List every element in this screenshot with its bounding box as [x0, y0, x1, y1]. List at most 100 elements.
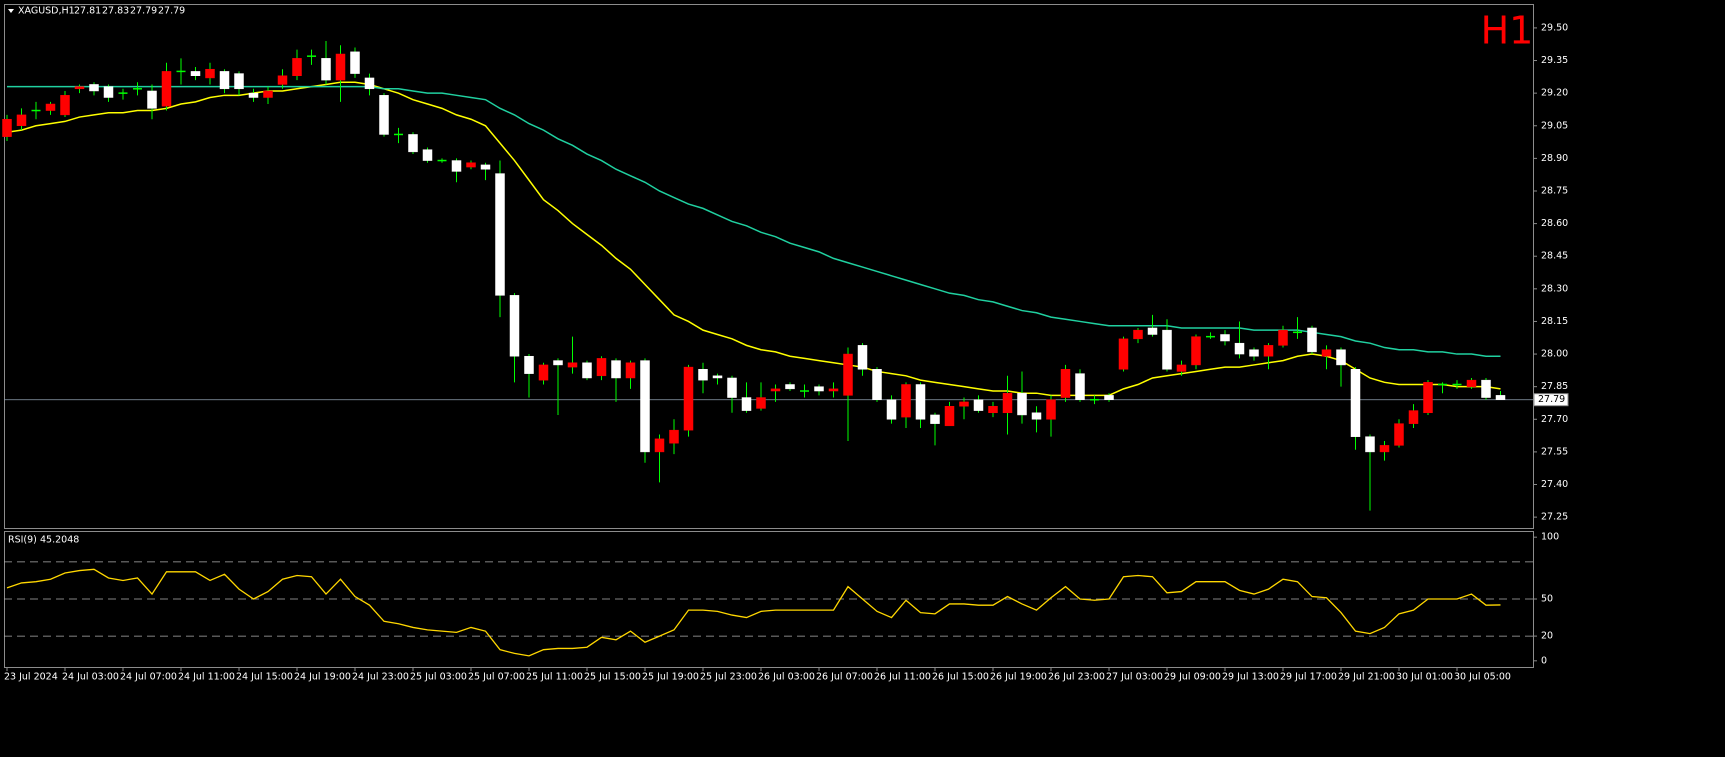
- candle-body: [727, 377, 737, 398]
- candle-body: [234, 73, 244, 90]
- main-panel: [4, 4, 1534, 529]
- x-tick-label: 24 Jul 15:00: [236, 672, 293, 683]
- y-tick-label: 20: [1541, 631, 1553, 642]
- candle-body: [1046, 399, 1056, 420]
- y-tick-label: 27.40: [1541, 479, 1568, 490]
- candle-body: [1321, 349, 1332, 357]
- candle-body: [1379, 445, 1390, 453]
- candle-body: [1234, 342, 1245, 355]
- y-tick-label: 27.25: [1541, 512, 1568, 523]
- x-tick-label: 30 Jul 05:00: [1454, 672, 1511, 683]
- candle-body: [1118, 338, 1129, 370]
- candle-body: [364, 77, 375, 90]
- candle-body: [901, 384, 911, 418]
- candle-body: [1176, 364, 1187, 372]
- candle-body: [205, 68, 215, 79]
- candle-body: [698, 369, 708, 381]
- candle-body: [1408, 410, 1419, 424]
- moving-average: [7, 85, 1501, 357]
- candle-body: [451, 160, 462, 172]
- candle-body: [1162, 329, 1172, 370]
- header-open: 27.81: [74, 6, 101, 17]
- candle-body: [60, 95, 70, 116]
- candle-body: [1495, 395, 1506, 400]
- candle-body: [973, 399, 984, 411]
- candle-body: [1394, 423, 1404, 446]
- rsi-value: 45.2048: [40, 535, 79, 546]
- candle-body: [872, 369, 882, 400]
- candle-body: [422, 149, 433, 161]
- y-tick-label: 50: [1541, 594, 1553, 605]
- y-tick-label: 0: [1541, 655, 1547, 666]
- candle-body: [756, 397, 766, 409]
- candle-body: [553, 360, 563, 366]
- x-tick-label: 26 Jul 03:00: [758, 672, 815, 683]
- candle-body: [886, 399, 897, 420]
- candle-body: [814, 386, 824, 392]
- candle-body: [524, 355, 534, 374]
- candle-body: [161, 71, 172, 107]
- x-tick-label: 26 Jul 07:00: [816, 672, 873, 683]
- candle-body: [944, 405, 955, 427]
- candle-body: [466, 162, 476, 168]
- x-tick-label: 24 Jul 07:00: [120, 672, 177, 683]
- candle-body: [712, 375, 723, 379]
- y-tick-label: 28.00: [1541, 349, 1568, 360]
- candle-body: [770, 388, 781, 392]
- x-tick-label: 24 Jul 19:00: [294, 672, 351, 683]
- header-high: 27.83: [102, 6, 129, 17]
- candle-body: [1278, 329, 1288, 346]
- candle-body: [147, 90, 157, 109]
- candle-body: [335, 53, 346, 81]
- rsi-line: [6, 568, 1501, 657]
- candle-body: [1002, 392, 1013, 414]
- candle-body: [1423, 382, 1433, 414]
- candle-body: [640, 360, 650, 453]
- candle-body: [16, 114, 27, 127]
- candle-body: [1466, 379, 1477, 387]
- candle-body: [1350, 369, 1361, 437]
- candle-body: [89, 84, 99, 92]
- candle-body: [2, 118, 12, 137]
- current-price-label: 27.79: [1538, 394, 1565, 405]
- candle-body: [248, 92, 259, 98]
- candle-body: [509, 295, 520, 357]
- candle-body: [408, 134, 418, 153]
- candle-body: [1133, 329, 1143, 340]
- header-low: 27.79: [130, 6, 157, 17]
- candle-body: [1263, 345, 1274, 357]
- y-tick-label: 28.15: [1541, 316, 1568, 327]
- y-tick-label: 29.50: [1541, 22, 1568, 33]
- candle-body: [495, 173, 505, 296]
- x-tick-label: 30 Jul 01:00: [1396, 672, 1453, 683]
- y-tick-label: 100: [1541, 532, 1559, 543]
- candle-body: [625, 362, 636, 379]
- candle-body: [959, 401, 969, 407]
- candle-body: [538, 364, 549, 381]
- candle-body: [988, 405, 998, 414]
- candle-body: [785, 384, 795, 390]
- candle-body: [1075, 373, 1085, 400]
- candle-body: [1017, 392, 1027, 416]
- x-tick-label: 29 Jul 21:00: [1338, 672, 1395, 683]
- y-tick-label: 28.90: [1541, 153, 1568, 164]
- candle-body: [190, 71, 201, 77]
- candle-body: [103, 86, 114, 98]
- x-tick-label: 25 Jul 11:00: [526, 672, 583, 683]
- candle-body: [828, 388, 839, 392]
- candle-body: [741, 397, 752, 411]
- candle-body: [843, 353, 853, 396]
- candle-body: [292, 58, 302, 77]
- candle-body: [930, 414, 940, 424]
- candle-body: [350, 51, 360, 74]
- candle-body: [654, 438, 665, 453]
- x-tick-label: 24 Jul 23:00: [352, 672, 409, 683]
- candle-body: [1481, 379, 1491, 398]
- current-price-box: [1533, 393, 1569, 407]
- moving-average: [6, 81, 1501, 397]
- x-tick-label: 26 Jul 23:00: [1048, 672, 1105, 683]
- y-tick-label: 27.70: [1541, 414, 1568, 425]
- x-tick-label: 24 Jul 11:00: [178, 672, 235, 683]
